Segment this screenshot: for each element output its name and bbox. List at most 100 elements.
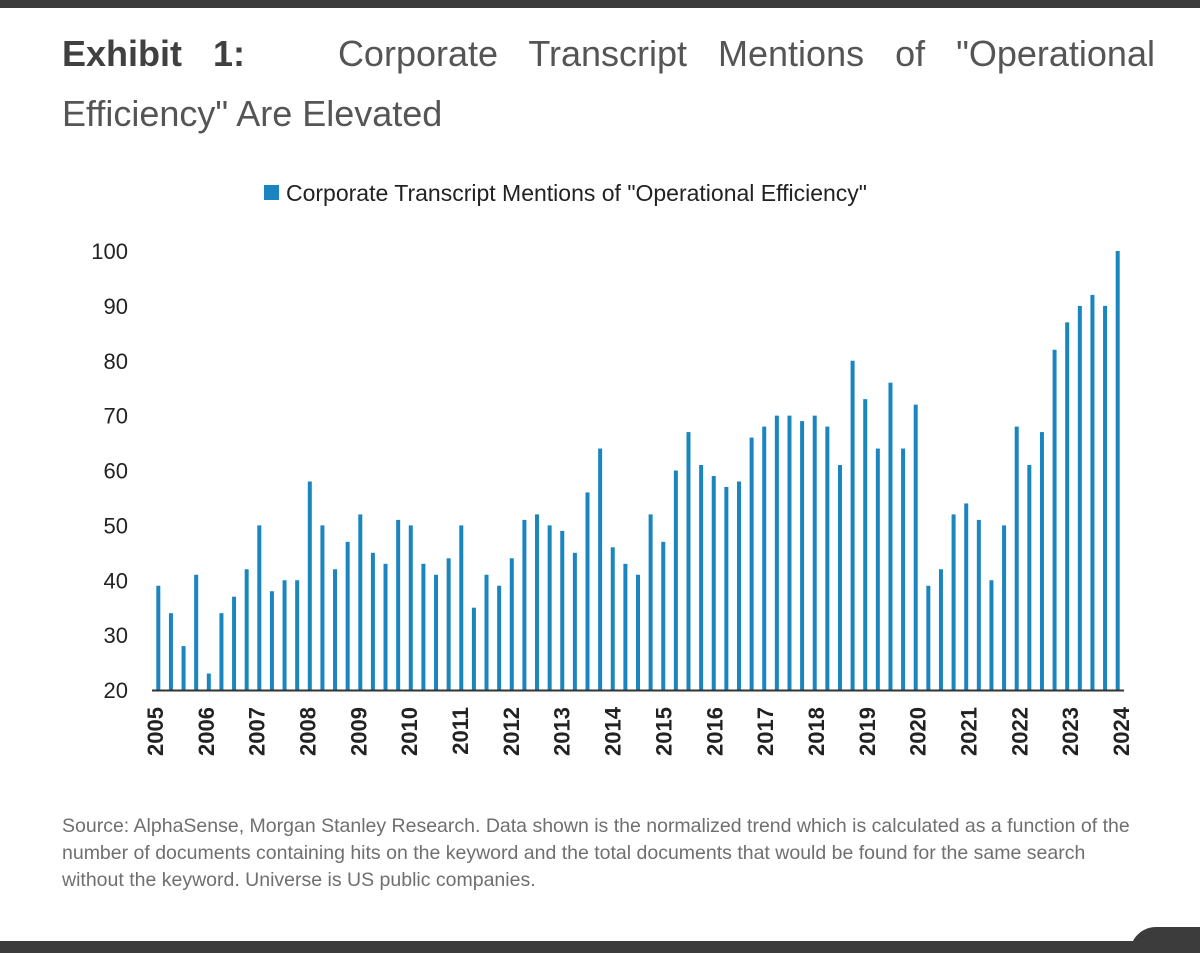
bar [787,415,792,691]
y-tick-label: 100 [91,239,128,264]
bar [257,525,262,691]
bar [964,503,969,690]
x-tick-label: 2008 [296,707,321,756]
bar [421,563,426,690]
bar [194,574,199,690]
bar [434,574,439,690]
y-tick-label: 80 [104,349,128,374]
bar [1077,305,1082,691]
bottom-frame-bar [0,941,1200,953]
x-tick-label: 2005 [143,707,168,756]
x-tick-label: 2011 [448,707,473,755]
bar [648,514,653,690]
exhibit-title: Exhibit 1: Corporate Transcript Mentions… [62,24,1155,144]
bar [560,530,565,690]
chart-legend: Corporate Transcript Mentions of "Operat… [264,180,867,206]
y-tick-label: 60 [104,459,128,484]
corner-shape [1130,927,1200,953]
x-tick-label: 2007 [245,707,270,756]
bar [1027,465,1032,690]
exhibit-title-text: Corporate Transcript Mentions of "Operat… [62,33,1155,134]
bar [1014,426,1019,690]
y-tick-label: 30 [104,623,128,648]
bar [572,552,577,690]
bar-series [156,251,1120,691]
bar [686,432,691,690]
bar [636,574,640,690]
bar [749,437,754,690]
bar [1052,349,1057,690]
bar [232,596,237,690]
bar [168,613,173,690]
bar [333,569,338,690]
bar [699,465,704,690]
x-axis: 2005 2006 2007 2008 2009 2010 2011 2012 2013 2014… [143,706,1134,756]
bar [320,525,325,691]
bar [358,514,363,690]
bar [1090,294,1095,690]
bar [497,585,502,690]
bar [951,514,956,690]
x-tick-label: 2017 [753,707,778,756]
bar [383,563,388,690]
x-tick-label: 2016 [702,707,727,756]
bar [711,475,716,690]
bar [888,382,893,690]
bar [661,541,666,690]
bar-chart: Corporate Transcript Mentions of "Operat… [91,180,1134,756]
bar [1002,525,1007,691]
x-tick-label: 2021 [956,707,981,756]
x-tick-label: 2024 [1109,706,1134,756]
bar [724,486,729,690]
bar [535,514,540,690]
bar [1103,305,1108,691]
bar [307,481,312,690]
bar [812,415,817,691]
bar [269,591,274,690]
x-tick-label: 2023 [1058,707,1083,756]
bar [926,585,931,690]
bar [1115,251,1120,690]
x-tick-label: 2009 [346,707,371,756]
x-tick-label: 2015 [651,707,676,756]
bar [623,563,628,690]
bar [1065,322,1070,690]
bar [598,448,603,690]
bar [345,541,350,690]
bar [901,448,906,690]
bar [522,519,527,690]
exhibit-label: Exhibit 1: [62,33,245,74]
y-tick-label: 90 [104,294,128,319]
bar [610,547,615,690]
x-tick-label: 2019 [855,707,880,756]
bar [850,360,855,690]
bar [156,585,161,690]
x-tick-label: 2020 [906,707,931,756]
x-tick-label: 2014 [601,706,626,756]
x-tick-label: 2022 [1007,707,1032,756]
bar [736,481,741,690]
bar [938,569,943,690]
bar [509,558,514,690]
x-tick-label: 2013 [550,707,575,756]
bar [244,569,249,690]
bar [774,415,779,691]
bar [673,470,678,690]
bar [976,519,981,690]
y-tick-label: 70 [104,404,128,429]
bar [295,580,300,690]
bar [459,525,464,691]
x-tick-label: 2006 [194,707,219,756]
y-tick-label: 50 [104,513,128,538]
top-frame-bar [0,0,1200,8]
bar [875,448,880,690]
bar [800,421,805,690]
bar [762,426,767,690]
y-axis: 20 30 40 50 60 70 80 90 100 [91,239,128,703]
bar [181,646,186,690]
bar [219,613,224,690]
bar [206,673,211,690]
bar [396,519,401,690]
bar [989,580,994,690]
bar [1039,432,1044,690]
